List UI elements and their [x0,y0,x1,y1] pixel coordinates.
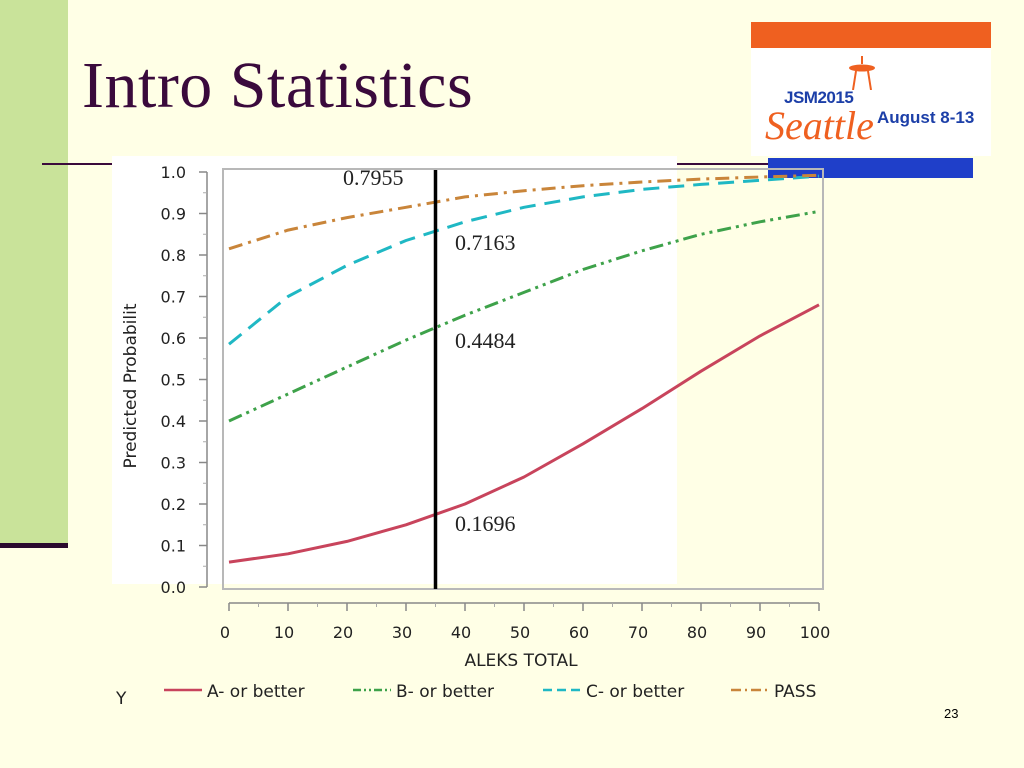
series-layer [228,173,820,564]
y-tick-label: 0.6 [161,329,186,348]
left-accent-bar [0,0,68,546]
annotation-label: 0.7955 [343,165,404,190]
x-tick-label: 90 [746,623,766,642]
x-tick-label: 10 [274,623,294,642]
series-line-b-or-better [228,209,820,423]
x-tick-label: 70 [628,623,648,642]
legend-entry-label: A- or better [207,682,305,702]
x-axis-title: ALEKS TOTAL [464,651,578,671]
annotation-layer: 0.7955 0.7163 0.4484 0.1696 [343,165,516,536]
legend: A- or better B- or better C- or better PASS [164,682,816,702]
y-axis: 0.0 0.1 0.2 0.3 0.4 0.5 0.6 0.7 0.8 0.9 1.0 [161,163,208,597]
x-tick-label: 60 [569,623,589,642]
x-tick-label: 0 [220,623,230,642]
jsm-logo: JSM2015 Seattle August 8-13 [751,22,991,156]
x-tick-label: 80 [687,623,707,642]
slide-title: Intro Statistics [82,49,474,122]
left-accent-bar-edge [0,543,68,548]
page-number: 23 [944,706,959,721]
logo-orange-band [751,22,991,48]
y-tick-label: 0.8 [161,246,186,265]
x-tick-label: 40 [451,623,471,642]
legend-entry-label: C- or better [586,682,684,702]
annotation-label: 0.1696 [455,511,516,536]
x-tick-label: 50 [510,623,530,642]
y-tick-label: 0.4 [161,412,186,431]
legend-entry-label: PASS [774,682,816,702]
x-axis: 0 10 20 30 40 50 60 70 80 90 100 [220,602,831,642]
y-tick-label: 0.2 [161,495,186,514]
y-tick-label: 0.9 [161,205,186,224]
y-tick-label: 0.0 [161,578,186,597]
annotation-label: 0.7163 [455,230,516,255]
chart-background [112,156,677,584]
x-tick-label: 20 [333,623,353,642]
space-needle-icon [849,56,875,90]
logo-blue-band [768,158,973,178]
logo-seattle-text: Seattle [765,103,874,148]
series-line-pass [228,173,820,251]
plot-frame [222,168,824,590]
x-tick-label: 30 [392,623,412,642]
y-tick-label: 1.0 [161,163,186,182]
x-tick-label: 100 [800,623,831,642]
series-line-c-or-better [228,174,820,346]
y-tick-label: 0.7 [161,288,186,307]
y-tick-label: 0.3 [161,454,186,473]
legend-entry-label: B- or better [396,682,494,702]
y-axis-title: Predicted Probabilit [121,303,141,468]
annotation-label: 0.4484 [455,328,516,353]
legend-prefix: Y [115,689,127,709]
series-line-a-or-better [228,303,820,564]
y-tick-label: 0.1 [161,537,186,556]
logo-jsm-text: JSM2015 [784,88,854,107]
logo-dates-text: August 8-13 [877,108,975,127]
y-tick-label: 0.5 [161,371,186,390]
